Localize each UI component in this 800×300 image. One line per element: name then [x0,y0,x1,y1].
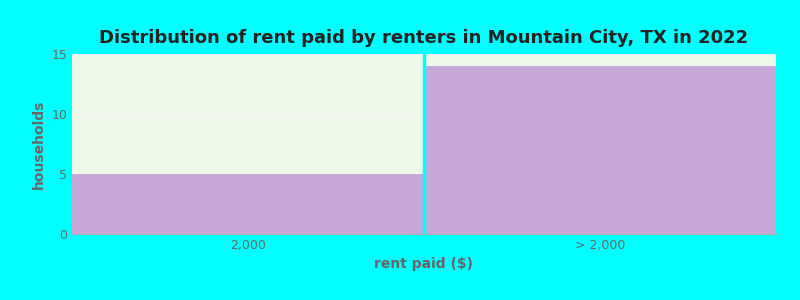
Title: Distribution of rent paid by renters in Mountain City, TX in 2022: Distribution of rent paid by renters in … [99,29,749,47]
Y-axis label: households: households [32,99,46,189]
X-axis label: rent paid ($): rent paid ($) [374,257,474,272]
